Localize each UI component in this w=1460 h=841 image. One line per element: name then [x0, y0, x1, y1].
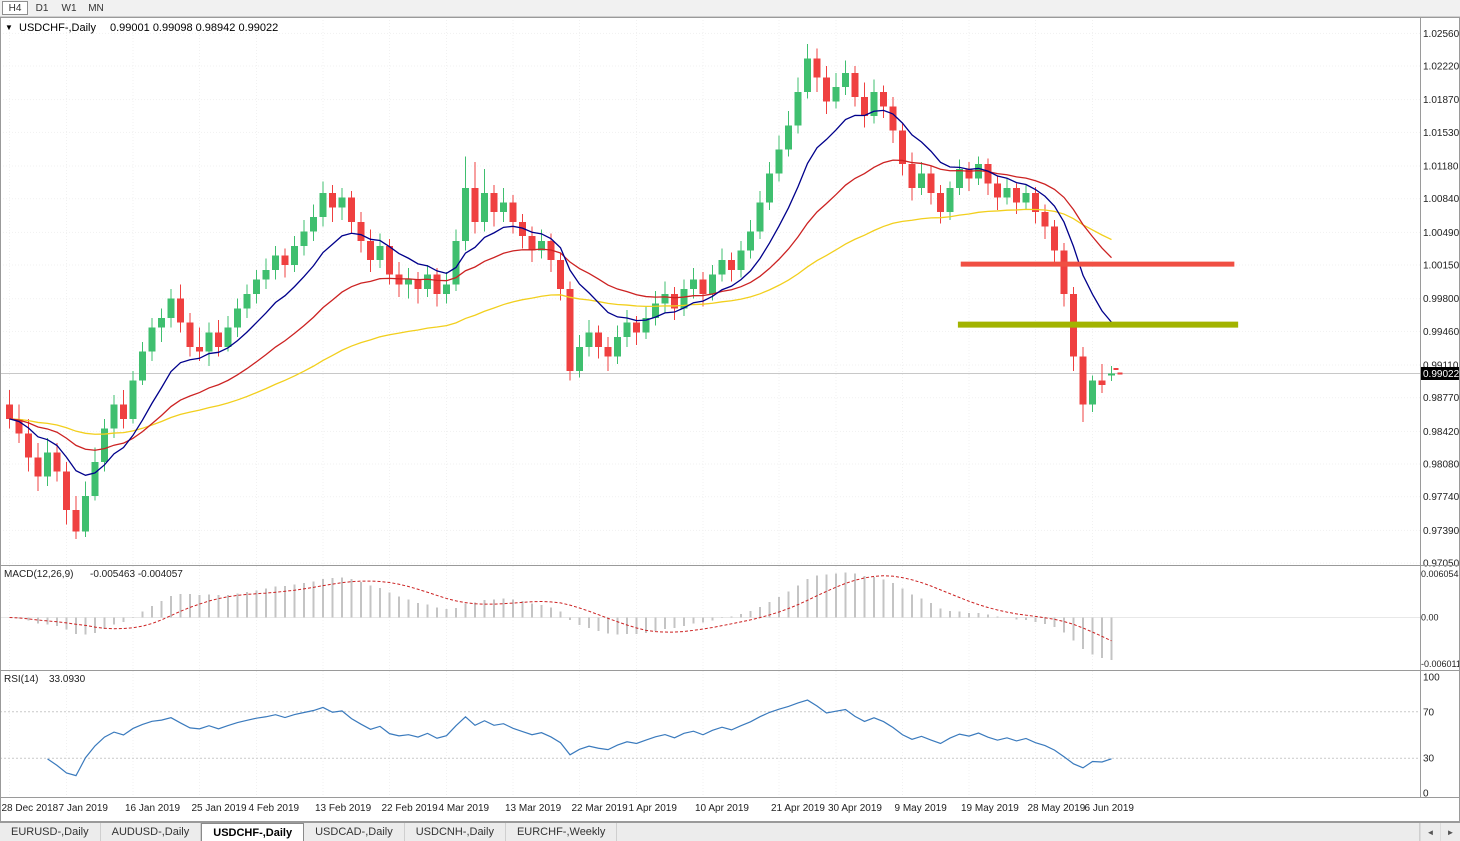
svg-text:25 Jan 2019: 25 Jan 2019	[192, 803, 247, 814]
ma-medium-line	[9, 159, 1112, 451]
rsi-label: RSI(14)	[4, 674, 38, 685]
tabs-scroll-right-button[interactable]: ►	[1440, 823, 1460, 841]
svg-text:10 Apr 2019: 10 Apr 2019	[695, 803, 749, 814]
svg-text:1.01870: 1.01870	[1423, 95, 1460, 106]
macd-label: MACD(12,26,9)	[4, 569, 73, 580]
tab-audusd-daily[interactable]: AUDUSD-,Daily	[101, 823, 202, 841]
tab-usdcnh-daily[interactable]: USDCNH-,Daily	[405, 823, 506, 841]
svg-text:19 May 2019: 19 May 2019	[961, 803, 1019, 814]
svg-text:13 Mar 2019: 13 Mar 2019	[505, 803, 562, 814]
svg-text:0.006054: 0.006054	[1421, 569, 1459, 579]
svg-text:4 Feb 2019: 4 Feb 2019	[249, 803, 300, 814]
current-price-tag-label: 0.99022	[1423, 369, 1460, 380]
svg-text:28 Dec 2018: 28 Dec 2018	[2, 803, 59, 814]
svg-text:0.97390: 0.97390	[1423, 526, 1460, 537]
svg-text:1.00150: 1.00150	[1423, 261, 1460, 272]
macd-signal-line	[9, 575, 1112, 642]
timeframe-h4-button[interactable]: H4	[2, 1, 28, 15]
svg-text:1.00490: 1.00490	[1423, 228, 1460, 239]
tabs-scroll-left-button[interactable]: ◄	[1420, 823, 1440, 841]
svg-text:0.98420: 0.98420	[1423, 427, 1460, 438]
tab-eurchf-weekly[interactable]: EURCHF-,Weekly	[506, 823, 618, 841]
current-price-tag	[1420, 366, 1460, 380]
price-axis[interactable]: 1.02560 1.02220 1.01870 1.01530 1.01180 1.008…	[1421, 29, 1460, 800]
svg-text:16 Jan 2019: 16 Jan 2019	[125, 803, 180, 814]
macd-values: -0.005463 -0.004057	[90, 569, 183, 580]
svg-text:28 May 2019: 28 May 2019	[1028, 803, 1086, 814]
svg-text:0.99800: 0.99800	[1423, 294, 1460, 305]
svg-text:21 Apr 2019: 21 Apr 2019	[771, 803, 825, 814]
svg-text:4 Mar 2019: 4 Mar 2019	[439, 803, 490, 814]
svg-text:70: 70	[1423, 707, 1435, 718]
tab-usdchf-daily[interactable]: USDCHF-,Daily	[201, 823, 305, 841]
svg-text:9 May 2019: 9 May 2019	[895, 803, 948, 814]
svg-text:6 Jun 2019: 6 Jun 2019	[1085, 803, 1135, 814]
rsi-line	[47, 699, 1112, 777]
svg-text:100: 100	[1423, 673, 1440, 684]
svg-text:0.97740: 0.97740	[1423, 492, 1460, 503]
tabs-scroll-controls: ◄ ►	[1419, 823, 1460, 841]
tab-eurusd-daily[interactable]: EURUSD-,Daily	[0, 823, 101, 841]
chart-area[interactable]: 1.02560 1.02220 1.01870 1.01530 1.01180 1.008…	[0, 17, 1460, 822]
macd-histogram	[18, 572, 1113, 661]
chart-tabs-bar: EURUSD-,Daily AUDUSD-,Daily USDCHF-,Dail…	[0, 822, 1460, 841]
svg-text:0.98080: 0.98080	[1423, 460, 1460, 471]
chart-dropdown-icon[interactable]: ▼	[5, 23, 13, 32]
svg-text:1.01180: 1.01180	[1423, 162, 1459, 173]
svg-text:7 Jan 2019: 7 Jan 2019	[59, 803, 109, 814]
panel-borders	[0, 17, 1460, 822]
svg-text:30 Apr 2019: 30 Apr 2019	[828, 803, 882, 814]
tab-usdcad-daily[interactable]: USDCAD-,Daily	[304, 823, 405, 841]
svg-text:0.99460: 0.99460	[1423, 327, 1460, 338]
svg-text:13 Feb 2019: 13 Feb 2019	[315, 803, 372, 814]
svg-text:30: 30	[1423, 754, 1435, 765]
date-axis[interactable]: 28 Dec 2018 7 Jan 2019 16 Jan 2019 25 Jan 2…	[2, 803, 1135, 814]
chart-title: USDCHF-,Daily	[19, 22, 97, 34]
svg-text:22 Feb 2019: 22 Feb 2019	[382, 803, 439, 814]
timeframe-d1-button[interactable]: D1	[35, 2, 49, 14]
timeframe-toolbar: H4 D1 W1 MN	[0, 0, 1460, 17]
ma-fast-line	[9, 109, 1112, 476]
svg-text:0.99110: 0.99110	[1423, 361, 1459, 372]
svg-text:0: 0	[1423, 789, 1429, 800]
chart-ohlc-values: 0.99001 0.99098 0.98942 0.99022	[110, 22, 278, 34]
svg-text:1 Apr 2019: 1 Apr 2019	[629, 803, 678, 814]
grid	[0, 17, 1420, 797]
svg-text:0.00: 0.00	[1421, 613, 1439, 623]
timeframe-w1-button[interactable]: W1	[61, 2, 77, 14]
svg-text:0.98770: 0.98770	[1423, 393, 1460, 404]
svg-text:1.00840: 1.00840	[1423, 194, 1460, 205]
ma-slow-line	[9, 208, 1112, 435]
svg-text:1.02220: 1.02220	[1423, 62, 1460, 73]
svg-text:1.02560: 1.02560	[1423, 29, 1460, 40]
svg-text:22 Mar 2019: 22 Mar 2019	[572, 803, 629, 814]
candlestick-series	[6, 43, 1115, 540]
timeframe-mn-button[interactable]: MN	[88, 2, 104, 14]
rsi-value: 33.0930	[49, 674, 86, 685]
svg-text:0.97050: 0.97050	[1423, 559, 1460, 570]
svg-text:1.01530: 1.01530	[1423, 128, 1460, 139]
svg-text:-0.006011: -0.006011	[1421, 659, 1460, 669]
